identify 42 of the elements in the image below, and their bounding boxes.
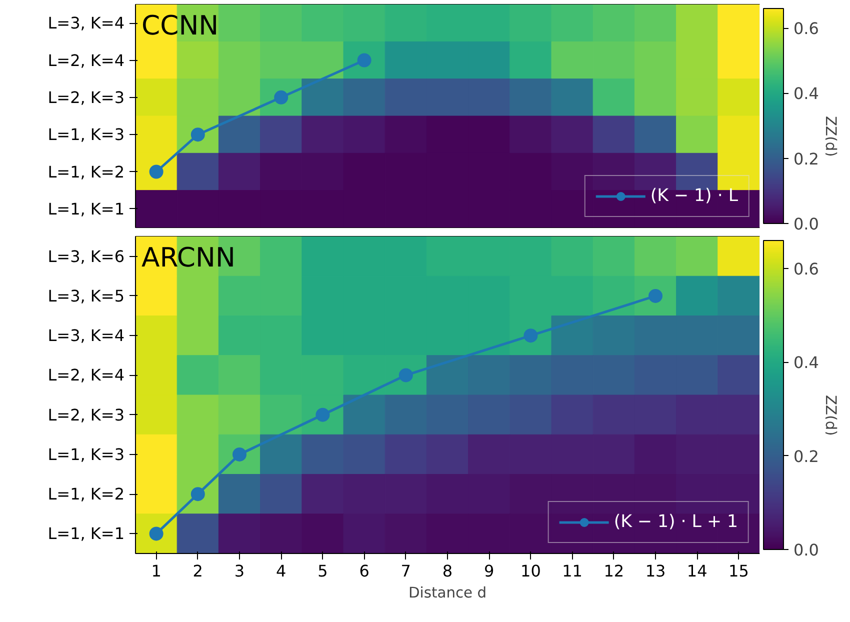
y-tick-label: L=2, K=3 [48, 88, 124, 107]
y-tick-label: L=2, K=4 [48, 366, 124, 385]
x-tick-label: 4 [276, 562, 286, 580]
x-tick-label: 1 [151, 562, 162, 580]
x-tick-label: 3 [234, 562, 245, 580]
x-tick-label: 11 [562, 562, 582, 580]
y-tick-label: L=1, K=2 [48, 484, 124, 504]
y-tick-label: L=3, K=4 [48, 14, 124, 33]
y-tick-label: L=1, K=1 [48, 199, 124, 218]
x-tick-label: 14 [686, 562, 708, 580]
color-bar-label: 0.0 [794, 540, 819, 560]
y-tick-label: L=1, K=2 [48, 162, 124, 182]
color-bar-title: ZZ(d) [822, 395, 839, 436]
color-bar-label: 0.6 [794, 260, 819, 279]
y-tick-label: L=3, K=6 [48, 246, 124, 266]
legend-label: (K − 1) · L [650, 186, 738, 206]
color-bar-title: ZZ(d) [822, 116, 839, 157]
color-bar-label: 0.0 [794, 214, 819, 234]
color-bar-label: 0.4 [794, 353, 819, 372]
x-tick-label: 5 [318, 562, 328, 580]
x-tick-label: 9 [484, 562, 494, 580]
y-tick-label: L=3, K=4 [48, 326, 124, 346]
color-bar-label: 0.2 [794, 446, 819, 466]
y-tick-label: L=2, K=4 [48, 50, 124, 70]
x-tick-label: 12 [604, 562, 624, 580]
color-bar-label: 0.6 [794, 19, 819, 38]
y-tick-label: L=2, K=3 [48, 405, 124, 424]
x-tick-label: 13 [645, 562, 666, 580]
y-tick-label: L=1, K=3 [48, 444, 124, 464]
y-tick-label: L=1, K=3 [48, 125, 124, 144]
x-tick-label: 15 [728, 562, 749, 580]
x-tick-label: 8 [442, 562, 453, 580]
x-tick-label: 7 [400, 562, 411, 580]
x-tick-label: 6 [359, 562, 370, 580]
color-bar-label: 0.2 [794, 149, 819, 168]
y-tick-label: L=3, K=5 [48, 286, 124, 306]
x-axis-title: Distance d [408, 584, 487, 602]
legend-label: (K − 1) · L + 1 [614, 512, 738, 532]
x-tick-label: 10 [520, 562, 541, 580]
color-bar-label: 0.4 [794, 84, 819, 104]
x-tick-label: 2 [192, 562, 203, 580]
y-tick-label: L=1, K=1 [48, 524, 124, 544]
